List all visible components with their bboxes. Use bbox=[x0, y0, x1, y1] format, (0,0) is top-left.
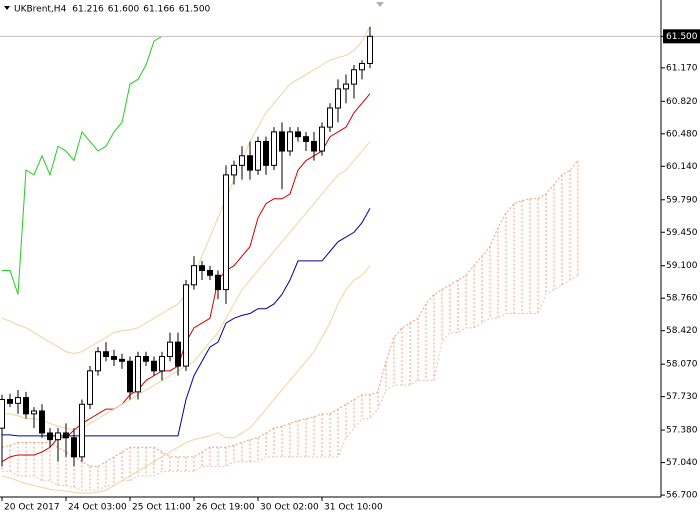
candle-body bbox=[295, 131, 301, 138]
candle-layer bbox=[0, 26, 373, 467]
candle-body bbox=[327, 107, 333, 128]
candle-body bbox=[103, 351, 109, 358]
candle-body bbox=[207, 269, 213, 276]
candle-body bbox=[279, 131, 285, 152]
symbol-arrow bbox=[4, 6, 10, 10]
x-tick-label: 25 Oct 11:00 bbox=[132, 503, 191, 513]
ohlc-value: 61.216 bbox=[72, 5, 104, 15]
y-tick-label: 58.760 bbox=[666, 294, 698, 304]
y-tick-label: 59.450 bbox=[666, 228, 698, 238]
candle-body bbox=[55, 432, 61, 441]
y-tick-label: 58.420 bbox=[666, 326, 698, 336]
indicator-line bbox=[2, 35, 163, 295]
cloud-edge bbox=[1, 160, 579, 467]
x-tick-label: 31 Oct 10:00 bbox=[324, 503, 383, 513]
candle-body bbox=[151, 360, 157, 372]
candle-body bbox=[159, 356, 165, 372]
candle-body bbox=[119, 358, 125, 362]
candle-body bbox=[263, 140, 269, 166]
shift-marker bbox=[376, 2, 384, 7]
price-label-bg bbox=[663, 29, 700, 44]
y-tick-label: 60.820 bbox=[666, 97, 698, 107]
candle-body bbox=[311, 140, 317, 152]
cloud-edge bbox=[2, 274, 579, 491]
candle-body bbox=[215, 274, 221, 291]
candle-body bbox=[223, 174, 229, 291]
ohlc-header: 61.216 61.600 61.166 61.500 bbox=[72, 5, 210, 15]
candle-body bbox=[39, 410, 45, 434]
x-tick-label: 20 Oct 2017 bbox=[4, 503, 60, 513]
y-tick-label: 57.040 bbox=[666, 458, 698, 468]
candle-body bbox=[7, 399, 13, 404]
candle-body bbox=[127, 360, 133, 393]
candle-body bbox=[135, 356, 141, 393]
candle-body bbox=[191, 265, 197, 286]
candle-body bbox=[111, 356, 117, 360]
candle-body bbox=[143, 356, 149, 362]
candle-body bbox=[287, 131, 293, 152]
x-tick-label: 24 Oct 03:00 bbox=[68, 503, 127, 513]
candle-body bbox=[47, 432, 53, 441]
candle-body bbox=[255, 140, 261, 171]
y-tick-label: 61.500 bbox=[666, 32, 698, 42]
candle-body bbox=[175, 341, 181, 367]
candle-body bbox=[183, 284, 189, 367]
candle-body bbox=[79, 403, 85, 458]
candle-body bbox=[239, 155, 245, 166]
candle-body bbox=[95, 351, 101, 372]
cloud-layer bbox=[1, 160, 579, 491]
y-tick-label: 59.790 bbox=[666, 195, 698, 205]
candle-body bbox=[71, 437, 77, 458]
ohlc-value: 61.166 bbox=[143, 5, 175, 15]
candle-body bbox=[343, 83, 349, 90]
candle-body bbox=[87, 370, 93, 405]
y-tick-label: 60.480 bbox=[666, 129, 698, 139]
candle-body bbox=[351, 69, 357, 85]
candle-body bbox=[247, 155, 253, 171]
candle-body bbox=[199, 265, 205, 271]
candle-body bbox=[303, 136, 309, 142]
candle-body bbox=[367, 35, 373, 64]
ohlc-value: 61.600 bbox=[108, 5, 140, 15]
candle-body bbox=[23, 397, 29, 415]
ohlc-value: 61.500 bbox=[179, 5, 211, 15]
y-tick-label: 57.730 bbox=[666, 392, 698, 402]
candle-body bbox=[167, 341, 173, 358]
indicator-line bbox=[1, 265, 371, 494]
x-tick-label: 26 Oct 19:00 bbox=[196, 503, 255, 513]
x-tick-label: 30 Oct 02:00 bbox=[260, 503, 319, 513]
symbol-title: UKBrent,H4 bbox=[14, 5, 67, 15]
y-tick-label: 59.100 bbox=[666, 261, 698, 271]
y-tick-label: 57.380 bbox=[666, 426, 698, 436]
y-tick-label: 56.700 bbox=[666, 491, 698, 501]
candle-body bbox=[31, 410, 37, 415]
candle-body bbox=[319, 126, 325, 152]
candle-body bbox=[335, 88, 341, 109]
y-tick-label: 61.170 bbox=[666, 63, 698, 73]
y-tick-label: 60.140 bbox=[666, 162, 698, 172]
candle-body bbox=[0, 399, 5, 429]
candle-body bbox=[63, 432, 69, 439]
candle-body bbox=[359, 62, 365, 71]
candle-body bbox=[15, 397, 21, 404]
candle-body bbox=[231, 164, 237, 176]
y-tick-label: 58.070 bbox=[666, 360, 698, 370]
candle-body bbox=[271, 131, 277, 166]
